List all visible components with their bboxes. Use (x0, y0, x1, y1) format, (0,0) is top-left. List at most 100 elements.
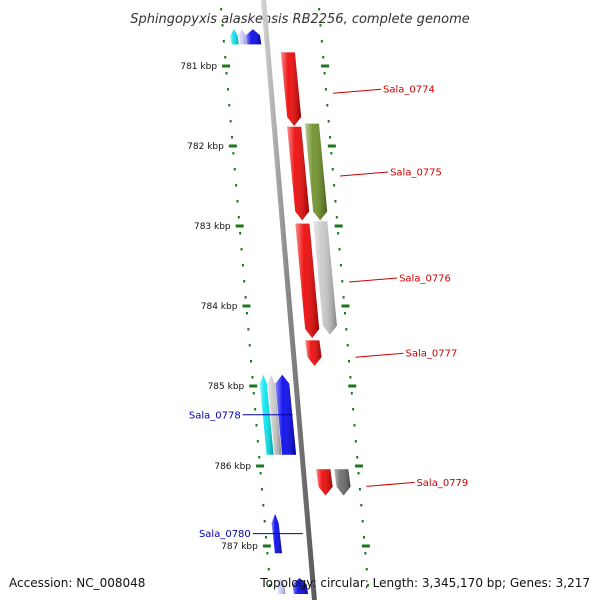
scale-dot (335, 216, 338, 219)
gene-shading (277, 578, 286, 594)
scale-dot (245, 312, 248, 315)
scale-ticks: 781 kbp 782 kbp 783 kbp 784 kbp 785 kbp 786 k… (180, 62, 370, 552)
scale-dot (224, 56, 227, 59)
gene-shading (238, 29, 247, 45)
scale-tick-mark (355, 464, 364, 468)
gene-label-text: Sala_0776 (399, 274, 451, 285)
scale-dot (333, 184, 336, 187)
label-leader-line (355, 352, 404, 358)
scale-dot (233, 168, 236, 171)
scale-dot (262, 504, 265, 507)
scale-tick-mark (321, 64, 330, 68)
scale-dot (263, 520, 266, 523)
gene-Sala_0775[interactable] (304, 123, 328, 221)
gene-Sala_0776[interactable] (313, 221, 337, 335)
scale-dot (357, 472, 360, 475)
scale-dot (319, 24, 322, 27)
gene-label-Sala_0774[interactable]: Sala_0774 (332, 85, 435, 96)
scale-tick-label: 786 kbp (214, 462, 251, 472)
gene-shading (305, 340, 322, 366)
scale-dot (251, 376, 254, 379)
scale-dot (342, 296, 345, 299)
scale-dot (250, 360, 253, 363)
scale-dot (337, 232, 340, 235)
gene-features (230, 29, 351, 594)
gene-Sala_0774[interactable] (280, 52, 302, 126)
gene-label-text: Sala_0779 (416, 478, 468, 489)
gene-Sala_0779[interactable] (316, 469, 333, 496)
scale-tick-mark (262, 544, 271, 548)
gene-label-Sala_0780[interactable]: Sala_0780 (199, 529, 303, 540)
genome-backbone (260, 0, 317, 600)
scale-dot (365, 568, 368, 571)
scale-dot (265, 536, 268, 539)
scale-tick-label: 783 kbp (194, 222, 231, 232)
scale-dot (339, 264, 342, 267)
scale-tick-mark (222, 64, 231, 68)
scale-tick-mark (341, 304, 350, 308)
scale-dot (363, 536, 366, 539)
scale-dot (354, 440, 357, 443)
scale-dot (221, 24, 224, 27)
scale-dot (244, 296, 247, 299)
gene-bottom-blue[interactable] (292, 578, 308, 594)
scale-dot (346, 344, 349, 347)
scale-tick-mark (334, 224, 343, 228)
gene-Sala_0777[interactable] (305, 340, 322, 366)
scale-dot (348, 360, 351, 363)
scale-tick-mark (327, 144, 336, 148)
scale-dot (254, 408, 257, 411)
scale-dot (345, 328, 348, 331)
scale-dot (260, 488, 263, 491)
gene-top-blue[interactable] (245, 29, 262, 45)
scale-dot (232, 152, 235, 155)
gene-top-cyan[interactable] (230, 29, 239, 45)
gene-bottom-lavender[interactable] (277, 578, 286, 594)
scale-tick-mark (256, 464, 265, 468)
gene-shading (304, 123, 328, 221)
scale-dot (228, 104, 231, 107)
gene-label-Sala_0776[interactable]: Sala_0776 (349, 274, 451, 285)
label-leader-line (332, 88, 382, 94)
gene-shading (334, 469, 351, 496)
scale-dot (231, 136, 234, 139)
scale-dot (358, 488, 361, 491)
scale-dot (235, 184, 238, 187)
topology-text: Topology: circular; Length: 3,345,170 bp… (259, 576, 590, 590)
gene-Sala_0776a[interactable] (295, 223, 320, 338)
gene-label-Sala_0777[interactable]: Sala_0777 (355, 349, 457, 360)
scale-dot (267, 568, 270, 571)
gene-label-Sala_0779[interactable]: Sala_0779 (366, 478, 468, 489)
scale-tick-label: 784 kbp (201, 302, 238, 312)
scale-dot (241, 264, 244, 267)
scale-tick-mark (242, 304, 251, 308)
gene-label-Sala_0775[interactable]: Sala_0775 (340, 168, 442, 179)
gene-labels: Sala_0774 Sala_0775 Sala_0776 Sala_0777 Sala… (189, 85, 468, 540)
label-leader-line (340, 171, 389, 177)
scale-dot (343, 312, 346, 315)
label-leader-line (366, 481, 415, 487)
gene-label-text: Sala_0780 (199, 529, 251, 540)
scale-dot (318, 8, 321, 11)
scale-dot (349, 376, 352, 379)
gene-Sala_0774b[interactable] (287, 126, 310, 221)
accession-text: Accession: NC_008048 (9, 576, 145, 590)
gene-Sala_0779b[interactable] (334, 469, 351, 496)
scale-dot (322, 56, 325, 59)
scale-dot (352, 408, 355, 411)
gene-label-Sala_0778[interactable]: Sala_0778 (189, 410, 293, 421)
gene-shading (313, 221, 337, 335)
scale-dot (324, 88, 327, 91)
scale-tick-mark (348, 384, 357, 388)
scale-dot (323, 72, 326, 75)
label-leader-line (349, 277, 398, 283)
gene-shading (316, 469, 333, 496)
scale-dot (266, 552, 269, 555)
gene-top-lavender[interactable] (238, 29, 247, 45)
scale-dot (222, 40, 225, 43)
scale-dot (259, 472, 262, 475)
scale-dots (220, 8, 370, 587)
scale-dot (252, 392, 255, 395)
scale-dot (350, 392, 353, 395)
